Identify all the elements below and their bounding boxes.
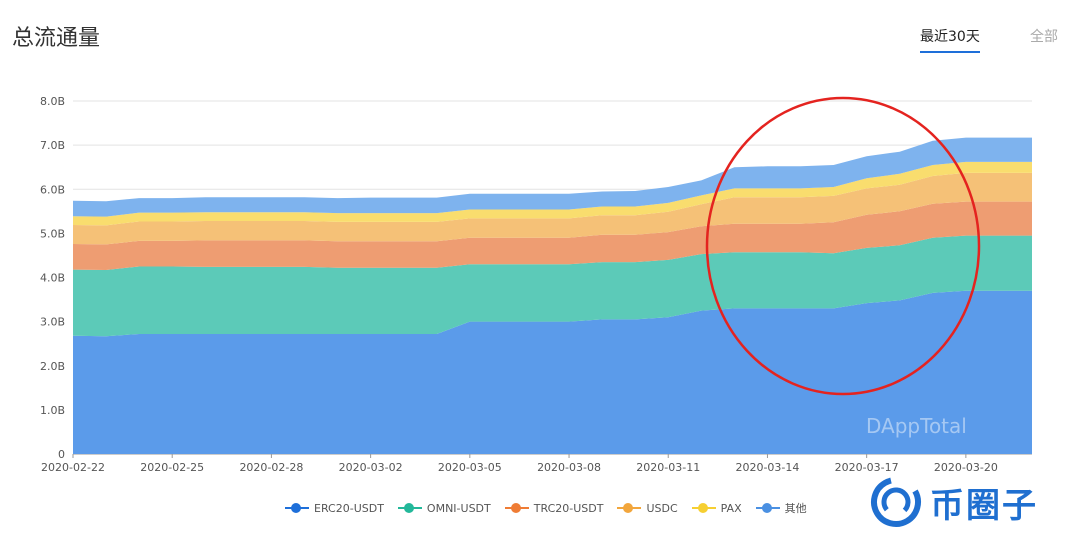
legend-item[interactable]: PAX <box>691 501 742 515</box>
y-tick-label: 4.0B <box>40 272 65 285</box>
legend-item[interactable]: TRC20-USDT <box>504 501 604 515</box>
brand-swirl-icon <box>871 477 921 527</box>
legend-item[interactable]: ERC20-USDT <box>285 502 384 515</box>
x-tick-label: 2020-03-11 <box>636 461 700 474</box>
dapptotal-watermark: DAppTotal <box>866 414 967 438</box>
x-tick-label: 2020-03-08 <box>537 461 601 474</box>
legend-item[interactable]: OMNI-USDT <box>397 501 491 515</box>
legend-swatch-icon <box>285 503 309 513</box>
legend-swatch-icon <box>755 503 780 513</box>
legend-swatch-icon <box>691 503 716 513</box>
x-tick-label: 2020-02-22 <box>41 461 105 474</box>
y-tick-label: 8.0B <box>40 95 65 108</box>
legend-label: OMNI-USDT <box>426 501 491 515</box>
y-tick-label: 7.0B <box>40 139 65 152</box>
area-series <box>73 137 1032 217</box>
legend-swatch-icon <box>397 503 422 513</box>
legend-label: TRC20-USDT <box>533 501 604 515</box>
x-tick-label: 2020-03-14 <box>735 461 799 474</box>
legend-label: ERC20-USDT <box>314 501 384 515</box>
area-series <box>73 172 1032 245</box>
x-tick-label: 2020-02-25 <box>140 461 204 474</box>
brand-text: 币圈子 <box>930 485 1038 526</box>
area-series <box>73 290 1032 454</box>
area-series <box>73 201 1032 270</box>
legend-swatch-icon <box>617 503 642 513</box>
brand-logo: 币圈子 <box>868 474 1038 530</box>
area-series <box>73 161 1032 226</box>
x-tick-label: 2020-03-20 <box>934 461 998 474</box>
y-tick-label: 5.0B <box>40 227 65 240</box>
page-title: 总流通量 <box>12 26 101 51</box>
legend-swatch-icon <box>504 503 529 513</box>
area-series <box>73 235 1032 337</box>
y-tick-label: 1.0B <box>40 404 65 417</box>
y-tick-label: 3.0B <box>40 316 65 329</box>
y-tick-label: 6.0B <box>40 183 65 196</box>
x-tick-label: 2020-02-28 <box>239 461 303 474</box>
red-circle-annotation <box>705 96 981 396</box>
legend-label: USDC <box>646 501 678 515</box>
x-tick-label: 2020-03-17 <box>835 461 899 474</box>
x-tick-label: 2020-03-02 <box>339 461 403 474</box>
chart-legend: ERC20-USDT OMNI-USDT TRC20-USDT USDC PAX 其他 <box>285 500 821 516</box>
legend-item[interactable]: 其他 <box>755 500 807 516</box>
y-tick-label: 2.0B <box>40 360 65 373</box>
legend-item[interactable]: USDC <box>617 501 678 515</box>
x-tick-label: 2020-03-05 <box>438 461 502 474</box>
tab-last-30-days[interactable]: 最近30天 <box>920 26 980 53</box>
y-tick-label: 0 <box>58 448 65 461</box>
tab-all[interactable]: 全部 <box>1030 29 1058 45</box>
legend-label: 其他 <box>784 502 807 515</box>
legend-label: PAX <box>720 501 742 515</box>
